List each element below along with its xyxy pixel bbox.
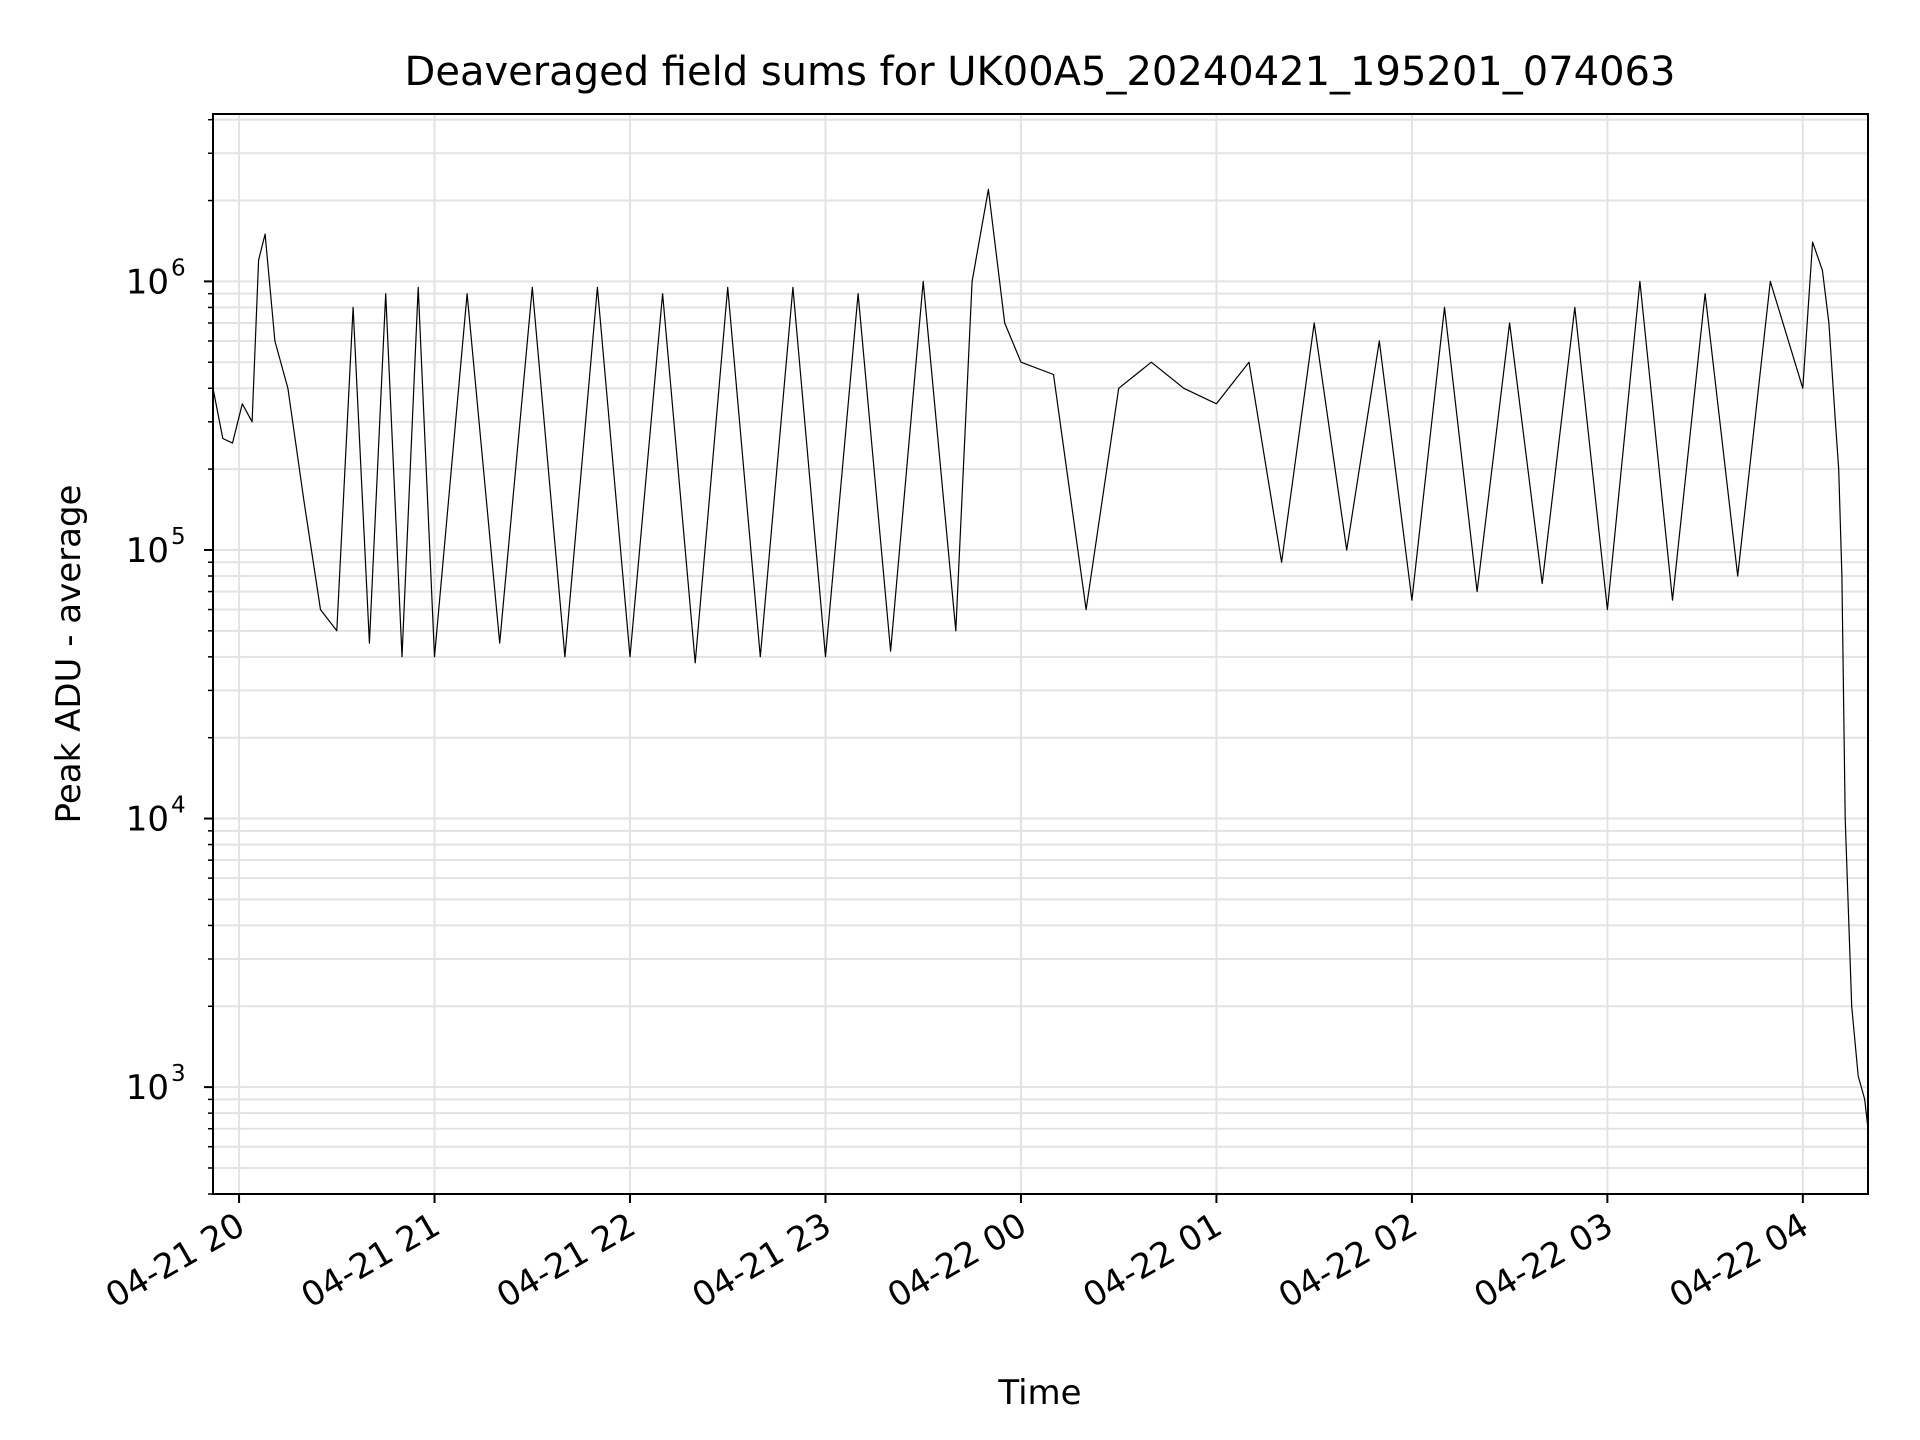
series-line (212, 188, 1869, 1129)
y-tick-label-exponent: 3 (171, 1061, 186, 1087)
plot-frame (212, 113, 1869, 1195)
y-tick-label-exponent: 6 (171, 255, 186, 281)
chart-title: Deaveraged field sums for UK00A5_2024042… (405, 49, 1676, 95)
y-tick-label: 10 (126, 262, 169, 302)
y-tick-label: 10 (126, 800, 169, 840)
x-axis-label: Time (997, 1373, 1081, 1413)
y-tick-label-exponent: 5 (171, 524, 186, 550)
y-tick-label-exponent: 4 (171, 793, 186, 819)
y-axis-label: Peak ADU - average (49, 485, 89, 824)
y-tick-label: 10 (126, 531, 169, 571)
major-gridlines (213, 114, 1868, 1194)
y-tick-label: 10 (126, 1068, 169, 1108)
